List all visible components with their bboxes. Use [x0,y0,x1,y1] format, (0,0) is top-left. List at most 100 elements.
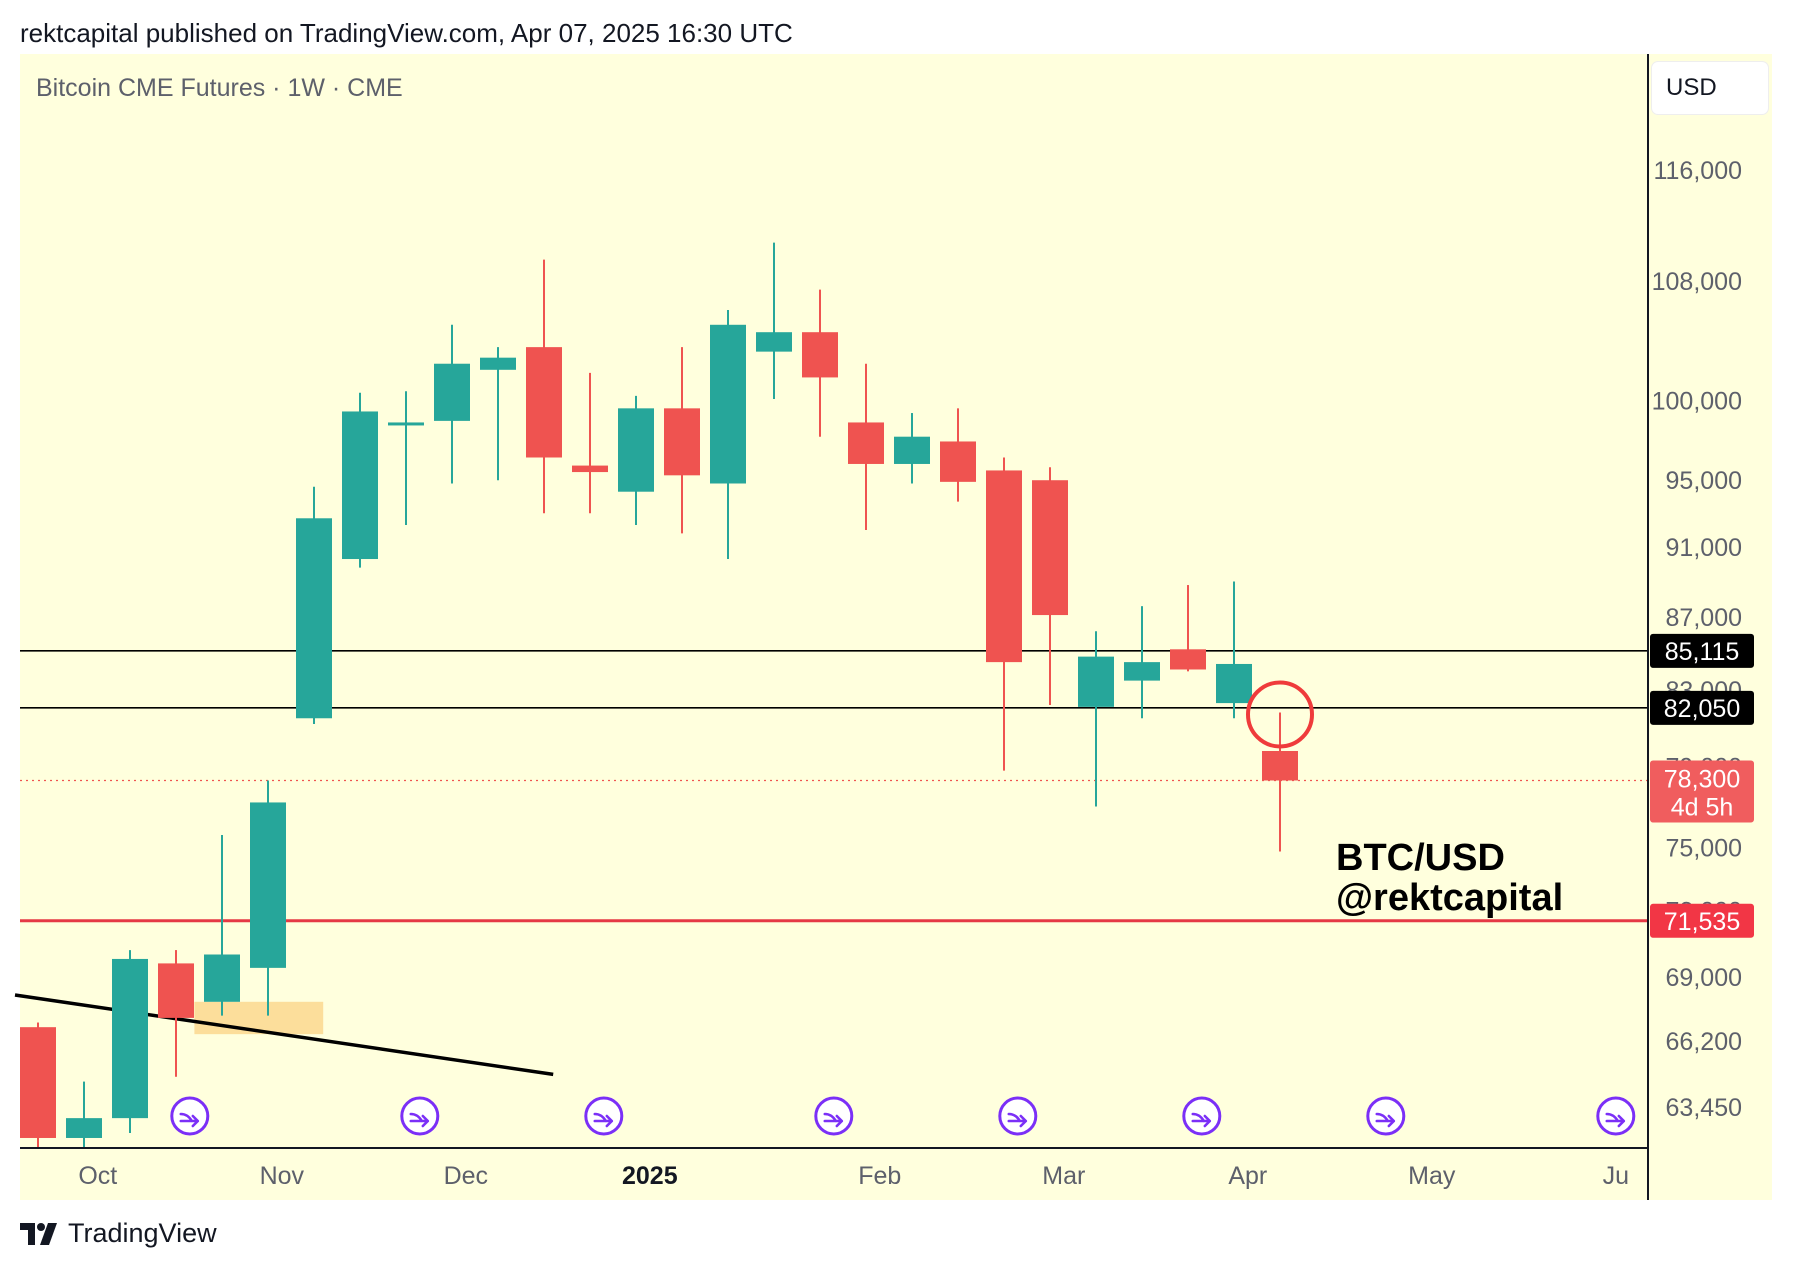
candle [572,372,608,514]
candle [848,363,884,531]
candle [526,259,562,514]
candle [940,408,976,502]
time-tick-label: Mar [1042,1162,1085,1190]
footer-brand[interactable]: TradingView [20,1218,217,1249]
event-icon-arrow [409,1112,430,1128]
event-icon[interactable] [1596,1096,1636,1136]
price-tag-85115: 85,115 [1650,633,1754,668]
candle [802,289,838,437]
price-tick-label: 108,000 [1652,268,1742,296]
highlight-circle-marker [1246,680,1314,749]
price-tick-label: 75,000 [1666,834,1742,862]
price-tick-label: 95,000 [1666,467,1742,495]
candle [986,457,1022,771]
candle [1078,631,1114,807]
event-icon-arrow [593,1112,614,1128]
event-icon-ring [1182,1096,1222,1136]
candle [894,413,930,484]
candle [342,392,378,568]
price-tag-82050: 82,050 [1650,690,1754,725]
candle-body [250,802,286,968]
event-icon-arrow [1375,1112,1396,1128]
time-tick-label: Apr [1228,1162,1267,1190]
candle-body [434,363,470,421]
candle-body [1078,656,1114,707]
publish-header: rektcapital published on TradingView.com… [20,18,793,48]
price-tick-label: 91,000 [1666,534,1742,562]
candle [20,1022,56,1148]
price-tag-bg [1650,633,1754,668]
candle-body [20,1027,56,1138]
candle [710,310,746,560]
candle [388,391,424,525]
events-layer [170,1096,1636,1136]
event-icon[interactable] [998,1096,1038,1136]
price-tick-label: 69,000 [1666,964,1742,992]
candle-body [526,347,562,458]
candle [756,242,792,400]
event-icon[interactable] [814,1096,854,1136]
candle [434,324,470,484]
last-price-countdown: 4d 5h [1671,793,1734,821]
chart-title: Bitcoin CME Futures · 1W · CME [36,74,403,102]
event-icon-arrow [1007,1112,1028,1128]
price-tick-label: 63,450 [1666,1094,1742,1122]
price-tag-label: 71,535 [1664,908,1740,936]
level-lines-layer [14,650,1648,1077]
event-icon-ring [814,1096,854,1136]
time-tick-label: 2025 [622,1162,678,1190]
time-tick-label: May [1408,1162,1456,1190]
tradingview-logo-icon [20,1222,57,1245]
candle-body [572,465,608,473]
currency-button[interactable]: USD [1652,62,1768,114]
candle [1032,467,1068,705]
candle [66,1081,102,1148]
event-icon[interactable] [584,1096,624,1136]
candle [1170,585,1206,672]
candle-body [848,422,884,464]
candle [112,950,148,1133]
last-price-label: 78,300 [1664,765,1740,793]
price-tag-bg [1650,903,1754,938]
price-tick-label: 66,200 [1666,1028,1742,1056]
event-icon-ring [1596,1096,1636,1136]
candle [250,780,286,1016]
candles-layer [20,242,1298,1148]
event-icon-ring [584,1096,624,1136]
time-tick-label: Nov [260,1162,305,1190]
candle-body [618,408,654,492]
event-icon[interactable] [1366,1096,1406,1136]
price-tag-label: 82,050 [1664,695,1740,723]
annotation-pair: BTC/USD [1336,837,1505,879]
highlight-zone-layer [194,1001,324,1035]
candle [204,834,240,1016]
event-icon[interactable] [170,1096,210,1136]
price-tag-71535: 71,535 [1650,903,1754,938]
price-tick-label: 100,000 [1652,388,1742,416]
event-icon-arrow [823,1112,844,1128]
price-tag-bg [1650,690,1754,725]
candle-body [1170,649,1206,670]
candle-body [1216,663,1252,704]
candle-body [1124,662,1160,681]
annotation-author: @rektcapital [1336,877,1563,919]
time-tick-label: Oct [78,1162,117,1190]
time-tick-label: Feb [858,1162,901,1190]
candle-body [480,357,516,370]
candle-body [710,324,746,484]
candle-body [1032,480,1068,616]
candle [1124,606,1160,719]
time-tick-label: Dec [444,1162,488,1190]
last-price-tag-bg [1650,760,1754,823]
candle [1216,581,1252,719]
event-icon[interactable] [1182,1096,1222,1136]
event-icon-ring [170,1096,210,1136]
candle [664,347,700,534]
event-icon[interactable] [400,1096,440,1136]
candle-body [986,470,1022,663]
trendline [14,993,554,1077]
candle-body [1262,751,1298,781]
